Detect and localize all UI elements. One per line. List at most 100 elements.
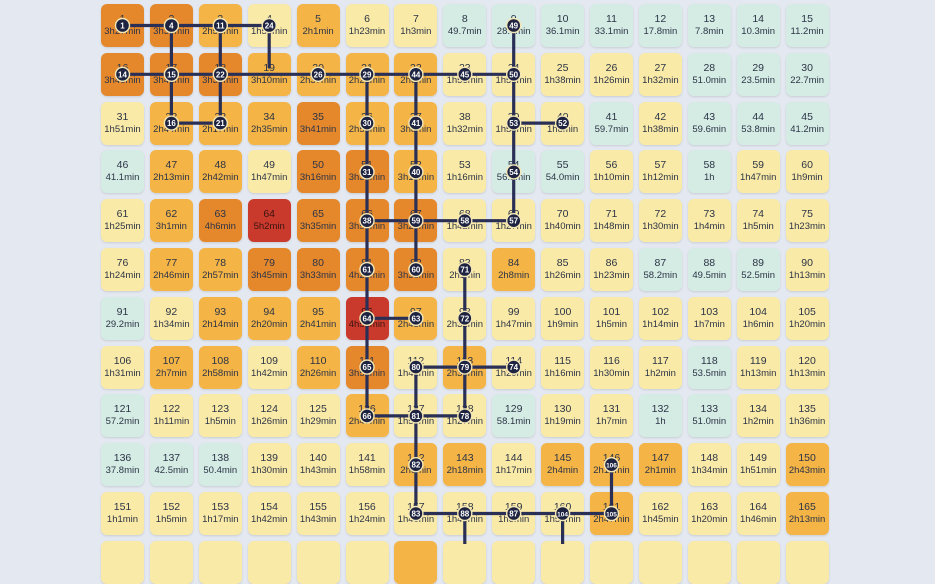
grid-cell-103[interactable]: 103 1h7min	[687, 296, 731, 340]
grid-cell-75[interactable]: 75 1h23min	[785, 199, 829, 243]
grid-cell-143[interactable]: 143 2h18min	[443, 443, 487, 487]
grid-cell-73[interactable]: 73 1h4min	[687, 199, 731, 243]
grid-cell-46[interactable]: 46 41.1min	[101, 150, 144, 194]
grid-cell-69[interactable]: 69 1h27min	[492, 199, 536, 243]
grid-cell-91[interactable]: 91 29.2min	[101, 296, 144, 340]
grid-cell-105[interactable]: 105 1h20min	[785, 296, 829, 340]
grid-cell-32[interactable]: 32 2h44min	[149, 101, 193, 145]
grid-cell-14[interactable]: 14 10.3min	[736, 4, 780, 47]
grid-cell-70[interactable]: 70 1h40min	[541, 199, 585, 243]
grid-cell-114[interactable]: 114 1h20min	[492, 345, 536, 389]
grid-cell-63[interactable]: 63 4h6min	[198, 199, 242, 243]
grid-cell-146[interactable]: 146 2h13min	[590, 443, 633, 487]
grid-cell-161[interactable]: 161 2h47min	[590, 492, 633, 535]
grid-cell-159[interactable]: 159 1h6min	[492, 492, 536, 535]
grid-cell-155[interactable]: 155 1h43min	[296, 492, 340, 535]
grid-cell-26[interactable]: 26 1h26min	[590, 52, 633, 96]
grid-cell-132[interactable]: 132 1h	[638, 394, 682, 438]
grid-cell-83[interactable]: 83 2h1min	[443, 248, 487, 291]
grid-cell-125[interactable]: 125 1h29min	[296, 394, 340, 438]
grid-cell-53[interactable]: 53 1h16min	[443, 150, 487, 194]
grid-cell-102[interactable]: 102 1h14min	[638, 296, 682, 340]
grid-cell-partial[interactable]	[394, 540, 438, 584]
grid-cell-153[interactable]: 153 1h17min	[198, 492, 242, 535]
grid-cell-21[interactable]: 21 2h21min	[345, 52, 389, 96]
grid-cell-partial[interactable]	[541, 540, 585, 584]
grid-cell-41[interactable]: 41 59.7min	[590, 101, 633, 145]
grid-cell-140[interactable]: 140 1h43min	[296, 443, 340, 487]
grid-cell-154[interactable]: 154 1h42min	[247, 492, 291, 535]
grid-cell-1[interactable]: 1 3h27min	[101, 4, 144, 47]
grid-cell-131[interactable]: 131 1h7min	[590, 394, 633, 438]
grid-cell-93[interactable]: 93 2h14min	[198, 296, 242, 340]
grid-cell-92[interactable]: 92 1h34min	[149, 296, 193, 340]
grid-cell-147[interactable]: 147 2h1min	[638, 443, 682, 487]
grid-cell-56[interactable]: 56 1h10min	[590, 150, 633, 194]
grid-cell-57[interactable]: 57 1h12min	[638, 150, 682, 194]
grid-cell-78[interactable]: 78 2h57min	[198, 248, 242, 291]
grid-cell-137[interactable]: 137 42.5min	[149, 443, 193, 487]
grid-cell-9[interactable]: 9 28.4min	[492, 4, 536, 47]
grid-cell-39[interactable]: 39 1h53min	[492, 101, 536, 145]
grid-cell-25[interactable]: 25 1h38min	[541, 52, 585, 96]
grid-cell-110[interactable]: 110 2h26min	[296, 345, 340, 389]
grid-cell-163[interactable]: 163 1h20min	[687, 492, 731, 535]
grid-cell-partial[interactable]	[638, 540, 682, 584]
grid-cell-16[interactable]: 16 3h46min	[101, 52, 144, 96]
grid-cell-152[interactable]: 152 1h5min	[149, 492, 193, 535]
grid-cell-123[interactable]: 123 1h5min	[198, 394, 242, 438]
grid-cell-86[interactable]: 86 1h23min	[590, 248, 633, 291]
grid-cell-142[interactable]: 142 2h6min	[394, 443, 438, 487]
grid-cell-8[interactable]: 8 49.7min	[443, 4, 487, 47]
grid-cell-61[interactable]: 61 1h25min	[101, 199, 144, 243]
grid-cell-35[interactable]: 35 3h41min	[296, 101, 340, 145]
grid-cell-6[interactable]: 6 1h23min	[345, 4, 389, 47]
grid-cell-49[interactable]: 49 1h47min	[247, 150, 291, 194]
grid-cell-50[interactable]: 50 3h16min	[296, 150, 340, 194]
grid-cell-74[interactable]: 74 1h5min	[736, 199, 780, 243]
grid-cell-81[interactable]: 81 4h20min	[345, 248, 389, 291]
grid-cell-144[interactable]: 144 1h17min	[492, 443, 536, 487]
grid-cell-2[interactable]: 2 3h39min	[149, 4, 193, 47]
grid-cell-106[interactable]: 106 1h31min	[101, 345, 144, 389]
grid-cell-104[interactable]: 104 1h6min	[736, 296, 780, 340]
grid-cell-partial[interactable]	[101, 540, 144, 584]
grid-cell-44[interactable]: 44 53.8min	[736, 101, 780, 145]
grid-cell-127[interactable]: 127 1h53min	[394, 394, 438, 438]
grid-cell-156[interactable]: 156 1h24min	[345, 492, 389, 535]
grid-cell-112[interactable]: 112 1h41min	[394, 345, 438, 389]
grid-cell-136[interactable]: 136 37.8min	[101, 443, 144, 487]
grid-cell-122[interactable]: 122 1h11min	[149, 394, 193, 438]
grid-cell-126[interactable]: 126 2h47min	[345, 394, 389, 438]
grid-cell-85[interactable]: 85 1h26min	[541, 248, 585, 291]
grid-cell-11[interactable]: 11 33.1min	[590, 4, 633, 47]
grid-cell-100[interactable]: 100 1h9min	[541, 296, 585, 340]
grid-cell-3[interactable]: 3 2h51min	[198, 4, 242, 47]
grid-cell-80[interactable]: 80 3h33min	[296, 248, 340, 291]
grid-cell-45[interactable]: 45 41.2min	[785, 101, 829, 145]
grid-cell-partial[interactable]	[492, 540, 536, 584]
grid-cell-95[interactable]: 95 2h41min	[296, 296, 340, 340]
grid-cell-partial[interactable]	[443, 540, 487, 584]
grid-cell-7[interactable]: 7 1h3min	[394, 4, 438, 47]
grid-cell-129[interactable]: 129 58.1min	[492, 394, 536, 438]
grid-cell-139[interactable]: 139 1h30min	[247, 443, 291, 487]
grid-cell-43[interactable]: 43 59.6min	[687, 101, 731, 145]
grid-cell-partial[interactable]	[687, 540, 731, 584]
grid-cell-72[interactable]: 72 1h30min	[638, 199, 682, 243]
grid-cell-113[interactable]: 113 2h36min	[443, 345, 487, 389]
grid-cell-23[interactable]: 23 1h56min	[443, 52, 487, 96]
grid-cell-29[interactable]: 29 23.5min	[736, 52, 780, 96]
grid-cell-65[interactable]: 65 3h35min	[296, 199, 340, 243]
grid-cell-partial[interactable]	[785, 540, 829, 584]
grid-cell-97[interactable]: 97 2h45min	[394, 296, 438, 340]
grid-cell-58[interactable]: 58 1h	[687, 150, 731, 194]
grid-cell-59[interactable]: 59 1h47min	[736, 150, 780, 194]
grid-cell-64[interactable]: 64 5h2min	[247, 199, 291, 243]
grid-cell-133[interactable]: 133 51.0min	[687, 394, 731, 438]
grid-cell-42[interactable]: 42 1h38min	[638, 101, 682, 145]
grid-cell-partial[interactable]	[736, 540, 780, 584]
grid-cell-28[interactable]: 28 51.0min	[687, 52, 731, 96]
grid-cell-30[interactable]: 30 22.7min	[785, 52, 829, 96]
grid-cell-111[interactable]: 111 3h52min	[345, 345, 389, 389]
